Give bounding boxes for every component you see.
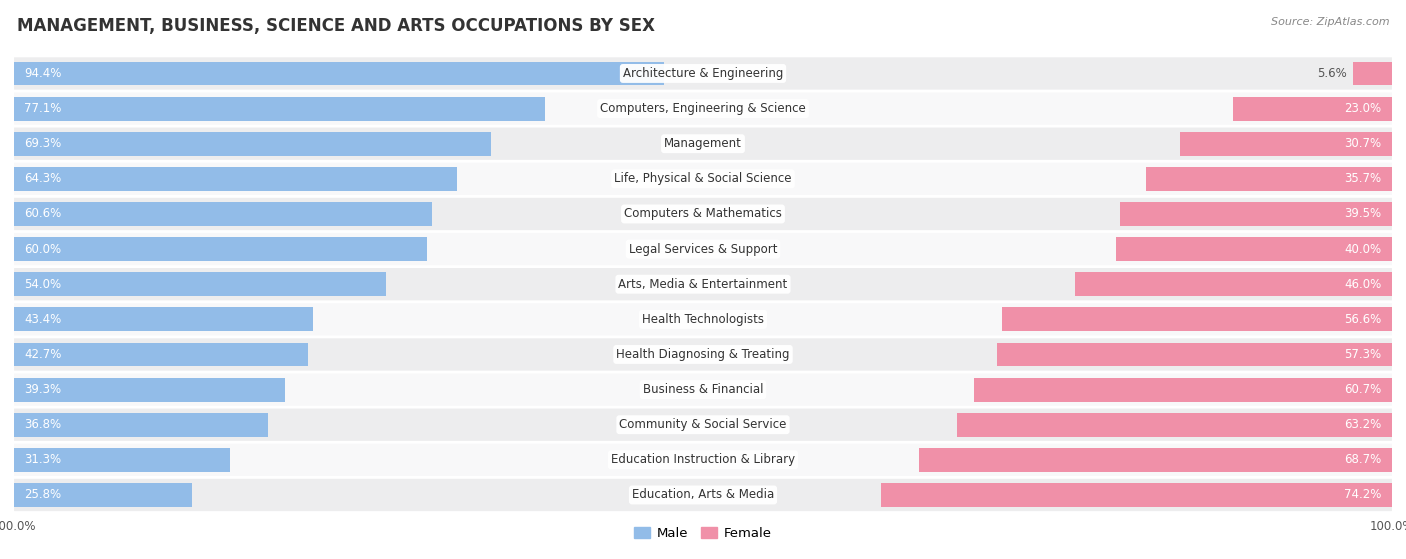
Text: 31.3%: 31.3% xyxy=(24,453,62,466)
Text: 57.3%: 57.3% xyxy=(1344,348,1382,361)
Text: 63.2%: 63.2% xyxy=(1344,418,1382,431)
Text: 60.6%: 60.6% xyxy=(24,207,62,220)
FancyBboxPatch shape xyxy=(14,303,1392,335)
Text: 74.2%: 74.2% xyxy=(1344,489,1382,501)
Text: 68.7%: 68.7% xyxy=(1344,453,1382,466)
Text: 36.8%: 36.8% xyxy=(24,418,62,431)
Bar xyxy=(1002,307,1392,331)
Text: Source: ZipAtlas.com: Source: ZipAtlas.com xyxy=(1271,17,1389,27)
Bar xyxy=(14,413,267,437)
Text: Life, Physical & Social Science: Life, Physical & Social Science xyxy=(614,172,792,186)
FancyBboxPatch shape xyxy=(14,92,1392,125)
Text: Computers & Mathematics: Computers & Mathematics xyxy=(624,207,782,220)
Bar xyxy=(14,97,546,121)
FancyBboxPatch shape xyxy=(14,163,1392,195)
Bar xyxy=(918,448,1392,472)
Text: 77.1%: 77.1% xyxy=(24,102,62,115)
FancyBboxPatch shape xyxy=(14,127,1392,160)
Text: 39.5%: 39.5% xyxy=(1344,207,1382,220)
Bar xyxy=(1354,61,1392,86)
Text: Health Technologists: Health Technologists xyxy=(643,313,763,326)
Bar xyxy=(1233,97,1392,121)
Bar xyxy=(14,61,665,86)
FancyBboxPatch shape xyxy=(14,479,1392,511)
Text: 30.7%: 30.7% xyxy=(1344,137,1382,150)
Bar xyxy=(14,307,314,331)
Text: 69.3%: 69.3% xyxy=(24,137,62,150)
Text: 46.0%: 46.0% xyxy=(1344,278,1382,291)
Text: 42.7%: 42.7% xyxy=(24,348,62,361)
Text: 64.3%: 64.3% xyxy=(24,172,62,186)
Bar xyxy=(14,167,457,191)
Text: 60.7%: 60.7% xyxy=(1344,383,1382,396)
Bar xyxy=(14,237,427,261)
Bar xyxy=(997,343,1392,366)
Text: 94.4%: 94.4% xyxy=(24,67,62,80)
Text: 5.6%: 5.6% xyxy=(1317,67,1347,80)
Bar xyxy=(14,343,308,366)
Bar xyxy=(1146,167,1392,191)
Bar xyxy=(14,132,492,155)
Bar xyxy=(1116,237,1392,261)
Text: Legal Services & Support: Legal Services & Support xyxy=(628,243,778,255)
Text: 56.6%: 56.6% xyxy=(1344,313,1382,326)
Bar xyxy=(14,378,285,401)
Text: Business & Financial: Business & Financial xyxy=(643,383,763,396)
FancyBboxPatch shape xyxy=(14,444,1392,476)
FancyBboxPatch shape xyxy=(14,373,1392,406)
FancyBboxPatch shape xyxy=(14,268,1392,300)
Bar xyxy=(974,378,1392,401)
Text: Architecture & Engineering: Architecture & Engineering xyxy=(623,67,783,80)
Bar xyxy=(14,483,191,507)
Text: Community & Social Service: Community & Social Service xyxy=(619,418,787,431)
Text: Education, Arts & Media: Education, Arts & Media xyxy=(631,489,775,501)
Text: 39.3%: 39.3% xyxy=(24,383,62,396)
Text: 54.0%: 54.0% xyxy=(24,278,62,291)
Bar xyxy=(1076,272,1392,296)
Text: Arts, Media & Entertainment: Arts, Media & Entertainment xyxy=(619,278,787,291)
FancyBboxPatch shape xyxy=(14,338,1392,371)
Text: 60.0%: 60.0% xyxy=(24,243,62,255)
FancyBboxPatch shape xyxy=(14,58,1392,89)
Text: 40.0%: 40.0% xyxy=(1344,243,1382,255)
Text: Management: Management xyxy=(664,137,742,150)
Bar xyxy=(14,272,387,296)
Text: 35.7%: 35.7% xyxy=(1344,172,1382,186)
Text: MANAGEMENT, BUSINESS, SCIENCE AND ARTS OCCUPATIONS BY SEX: MANAGEMENT, BUSINESS, SCIENCE AND ARTS O… xyxy=(17,17,655,35)
Text: 25.8%: 25.8% xyxy=(24,489,62,501)
Text: 43.4%: 43.4% xyxy=(24,313,62,326)
Text: 23.0%: 23.0% xyxy=(1344,102,1382,115)
Text: Education Instruction & Library: Education Instruction & Library xyxy=(612,453,794,466)
Bar xyxy=(14,202,432,226)
FancyBboxPatch shape xyxy=(14,198,1392,230)
Bar xyxy=(956,413,1392,437)
FancyBboxPatch shape xyxy=(14,233,1392,265)
Bar xyxy=(880,483,1392,507)
Bar xyxy=(1181,132,1392,155)
Legend: Male, Female: Male, Female xyxy=(634,527,772,540)
Text: Health Diagnosing & Treating: Health Diagnosing & Treating xyxy=(616,348,790,361)
Bar xyxy=(1119,202,1392,226)
Text: Computers, Engineering & Science: Computers, Engineering & Science xyxy=(600,102,806,115)
FancyBboxPatch shape xyxy=(14,409,1392,441)
Bar xyxy=(14,448,229,472)
